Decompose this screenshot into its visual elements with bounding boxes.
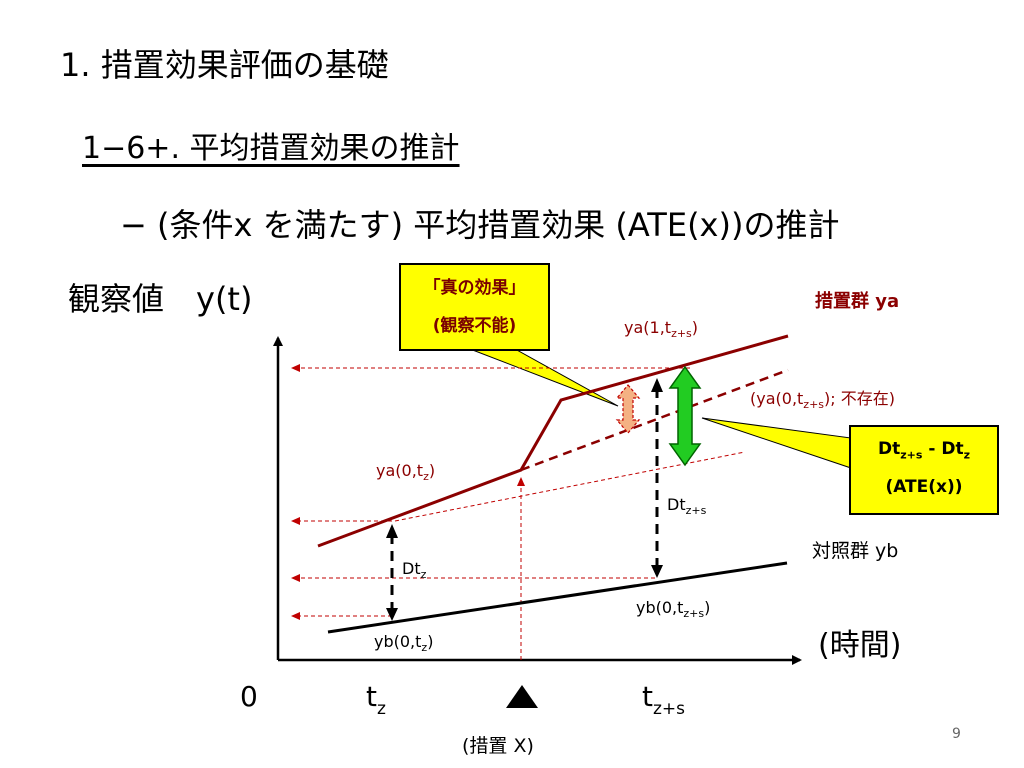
- ate-line1: Dtz+s - Dtz: [878, 439, 970, 462]
- label-yb-tzs: yb(0,tz+s): [636, 598, 710, 620]
- dtzs-arrowhead-top: [651, 378, 663, 392]
- slide-title: 1. 措置効果評価の基礎: [60, 46, 389, 84]
- treatment-marker-icon: [506, 685, 538, 708]
- y-axis-title: 観察値 y(t): [68, 280, 253, 318]
- dtz-arrowhead-top: [386, 524, 398, 538]
- label-dtzs: Dtz+s: [667, 495, 707, 517]
- true-effect-arrow: [615, 384, 641, 434]
- control-group-label: 対照群 yb: [812, 540, 899, 562]
- page-number: 9: [952, 726, 961, 742]
- treated-group-label: 措置群 ya: [815, 291, 900, 312]
- treatment-label: (措置 X): [462, 735, 534, 757]
- label-ya0-counterfactual: (ya(0,tz+s); 不存在): [750, 389, 895, 411]
- true-effect-callout-pointer: [469, 348, 619, 407]
- true-effect-line2: (観察不能): [432, 316, 517, 336]
- tick-tz: tz: [366, 680, 386, 719]
- ate-line2: (ATE(x)): [885, 477, 963, 497]
- x-axis-title: (時間): [818, 628, 902, 663]
- label-ya0-tz: ya(0,tz): [376, 461, 435, 483]
- treated-counterfactual-line: [520, 368, 789, 472]
- label-yb-tz: yb(0,tz): [374, 632, 433, 654]
- label-ya1: ya(1,tz+s): [624, 318, 698, 340]
- ate-callout: Dtz+s - Dtz (ATE(x)): [849, 425, 999, 515]
- bullet-text: − (条件x を満たす) 平均措置効果 (ATE(x))の推計: [120, 206, 840, 244]
- origin-label: 0: [240, 680, 258, 713]
- ate-callout-pointer: [701, 417, 852, 469]
- treated-line: [317, 334, 789, 548]
- control-line: [327, 561, 788, 634]
- label-dtz: Dtz: [402, 559, 427, 581]
- dtzs-arrowhead-bottom: [651, 565, 663, 578]
- ate-arrow: [668, 365, 702, 467]
- dtz-arrowhead-bottom: [386, 608, 398, 621]
- tick-tzs: tz+s: [642, 680, 685, 719]
- true-effect-callout: 「真の効果」 (観察不能): [399, 263, 550, 351]
- slide-subtitle: 1−6+. 平均措置効果の推計: [82, 131, 460, 166]
- true-effect-line1: 「真の効果」: [423, 278, 526, 298]
